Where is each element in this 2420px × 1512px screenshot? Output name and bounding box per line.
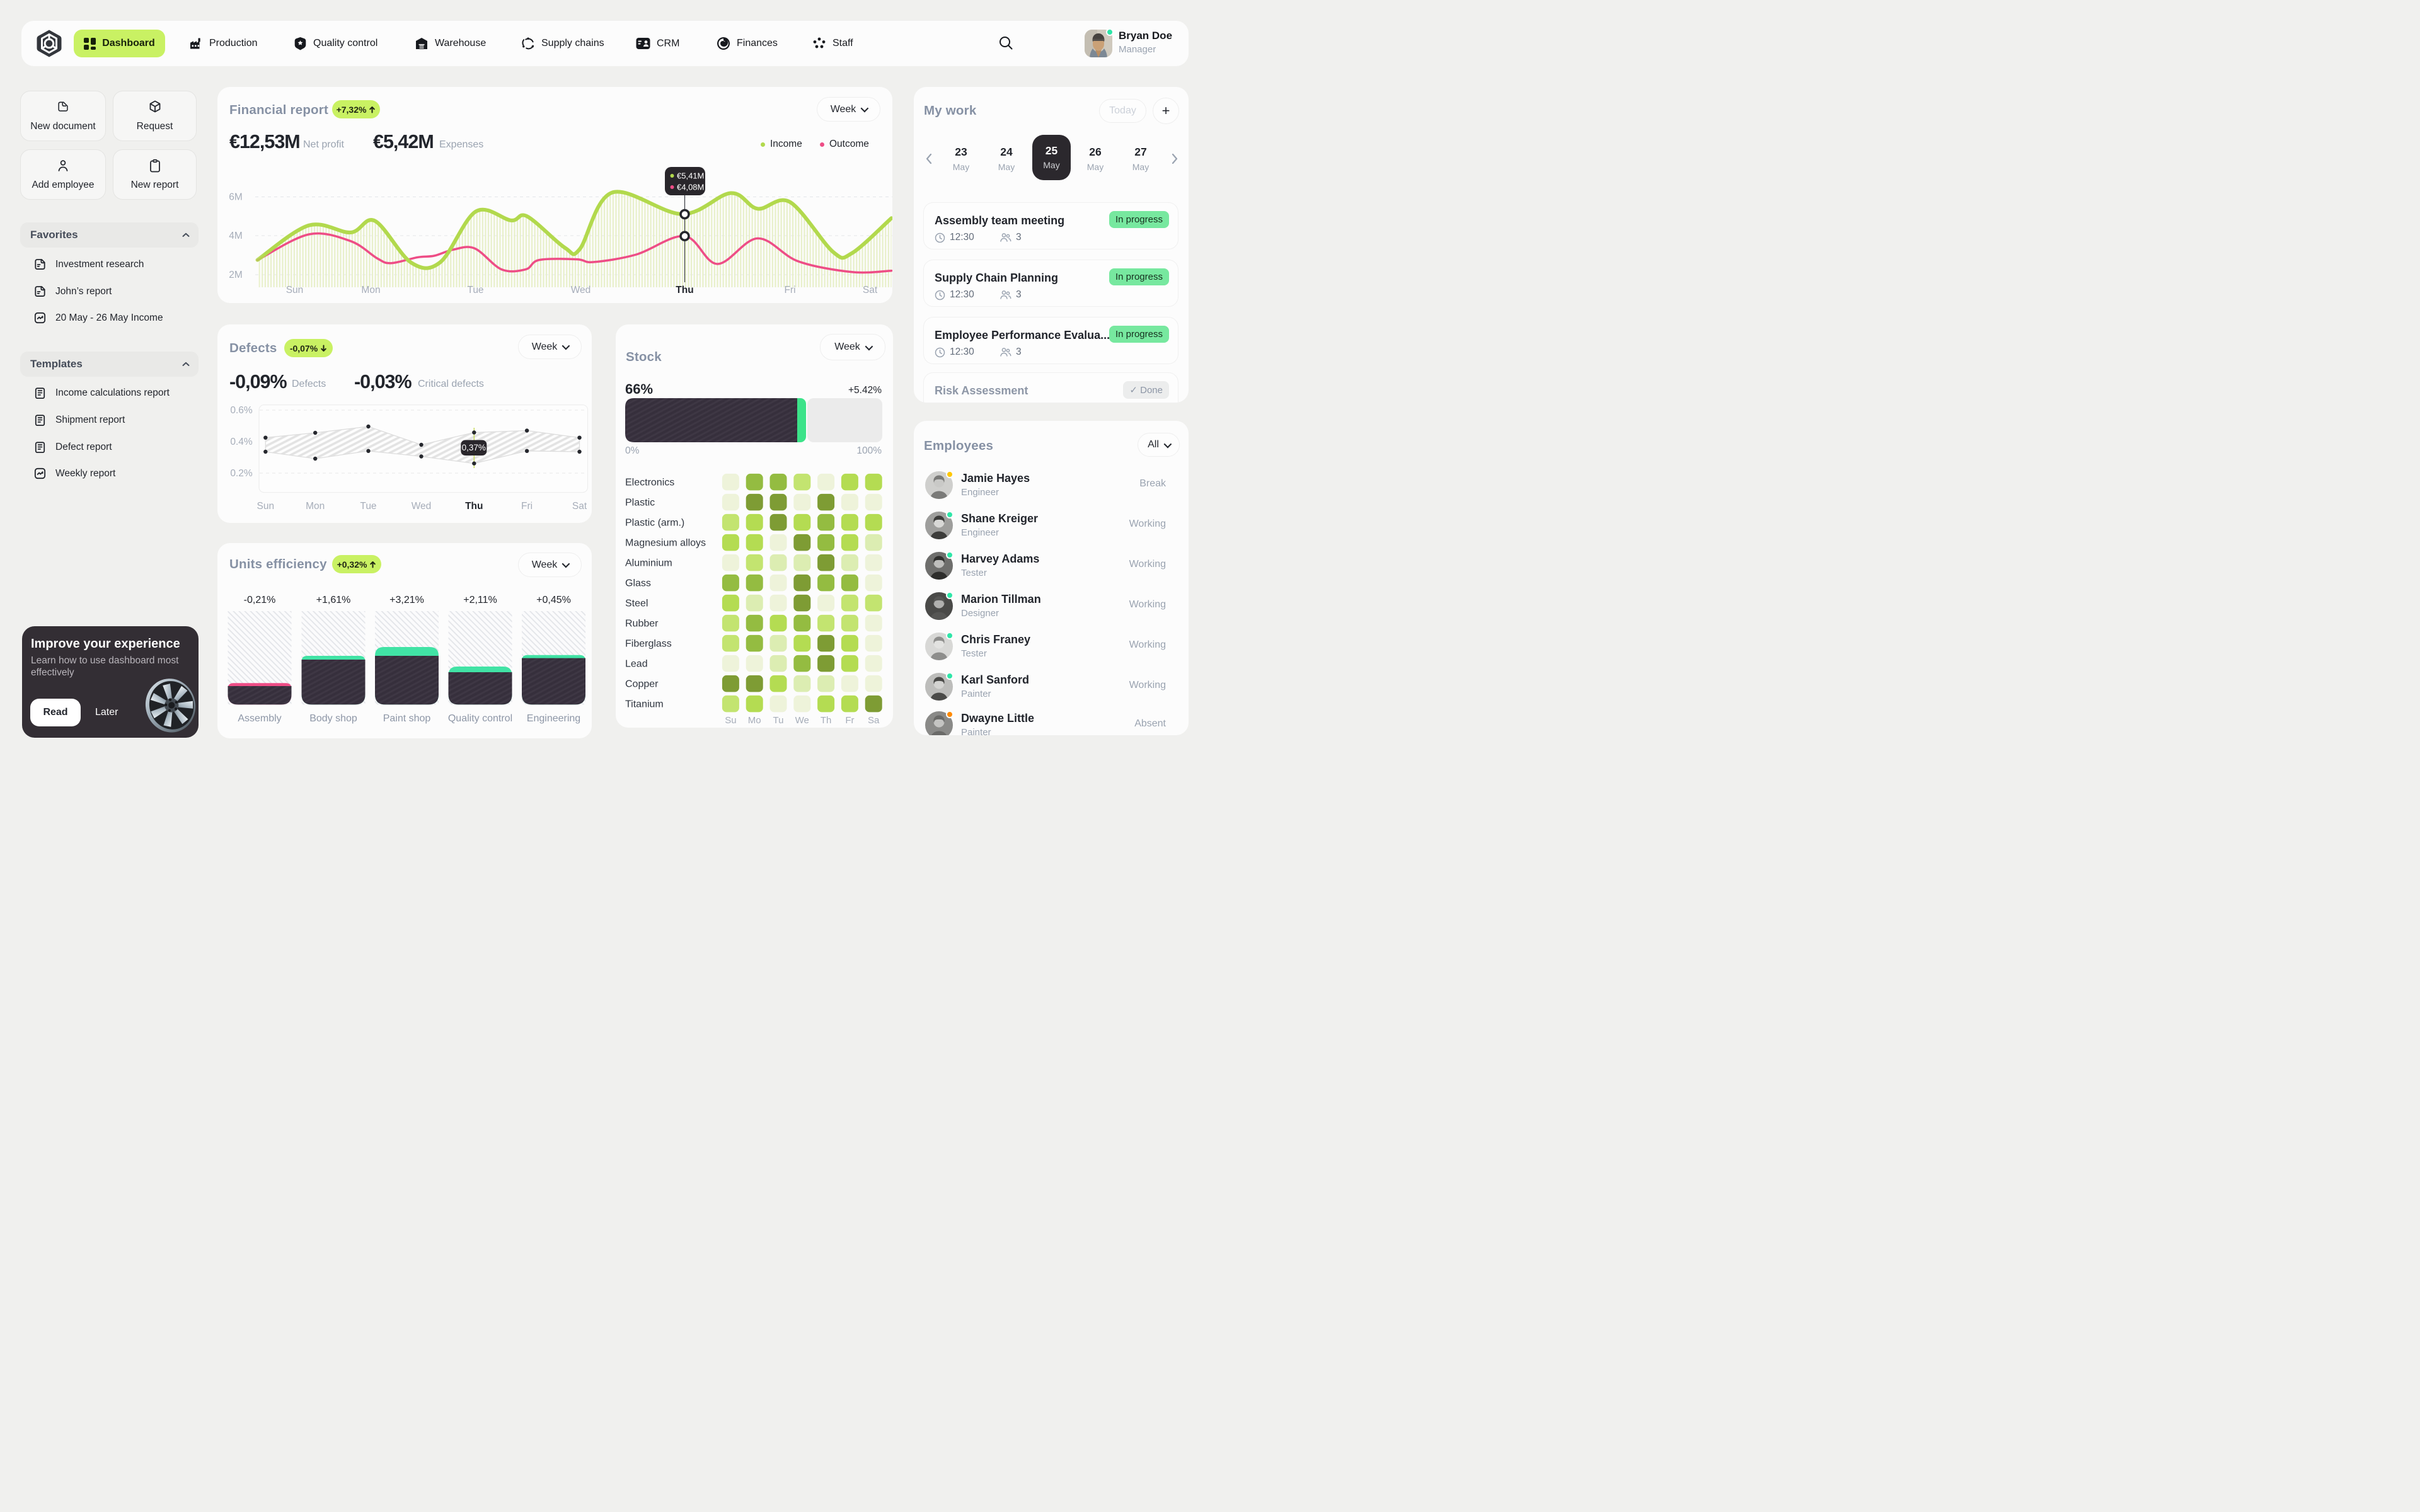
svg-text:Glass: Glass [625,578,651,589]
svg-text:Rubber: Rubber [625,619,659,629]
svg-text:2M: 2M [229,270,243,280]
svg-text:Body shop: Body shop [309,713,357,724]
svg-text:Fri: Fri [521,501,533,512]
svg-text:Fri: Fri [784,285,795,295]
svg-text:Sat: Sat [863,285,878,295]
svg-text:Wed: Wed [571,285,591,295]
svg-text:Thu: Thu [676,285,693,295]
svg-text:Electronics: Electronics [625,478,674,488]
svg-text:Mon: Mon [361,285,380,295]
svg-text:Lead: Lead [625,659,648,670]
svg-text:Mon: Mon [306,501,325,512]
svg-text:Titanium: Titanium [625,699,664,710]
svg-text:Fr: Fr [845,715,854,726]
svg-text:Sun: Sun [257,501,275,512]
svg-text:0.4%: 0.4% [230,437,253,447]
svg-text:Wed: Wed [412,501,432,512]
svg-text:+2,11%: +2,11% [463,595,497,605]
svg-text:Paint shop: Paint shop [383,713,431,724]
svg-text:Thu: Thu [465,501,483,512]
svg-text:+0,45%: +0,45% [536,595,571,605]
svg-text:Engineering: Engineering [527,713,580,724]
svg-text:Fiberglass: Fiberglass [625,639,672,650]
svg-text:Steel: Steel [625,598,648,609]
svg-text:0.2%: 0.2% [230,468,253,479]
svg-text:€4,08M: €4,08M [677,183,704,192]
svg-text:Assembly: Assembly [238,713,281,724]
svg-text:0.6%: 0.6% [230,405,253,416]
svg-text:-0,21%: -0,21% [244,595,276,605]
svg-text:Sa: Sa [868,715,880,726]
svg-text:Sun: Sun [286,285,304,295]
svg-text:Copper: Copper [625,679,659,690]
svg-text:€5,41M: €5,41M [677,171,704,181]
svg-text:6M: 6M [229,192,243,203]
svg-text:0,37%: 0,37% [462,443,486,452]
svg-text:Plastic (arm.): Plastic (arm.) [625,518,684,529]
svg-text:+1,61%: +1,61% [316,595,351,605]
svg-text:+3,21%: +3,21% [389,595,424,605]
svg-text:Magnesium alloys: Magnesium alloys [625,538,706,549]
svg-text:4M: 4M [229,231,243,241]
svg-text:Sat: Sat [572,501,587,512]
svg-text:Su: Su [725,715,736,726]
svg-text:Quality control: Quality control [448,713,512,724]
svg-text:Plastic: Plastic [625,498,655,508]
svg-text:We: We [795,715,809,726]
svg-text:Tue: Tue [467,285,483,295]
svg-text:Th: Th [821,715,832,726]
svg-text:Tue: Tue [360,501,376,512]
svg-text:Tu: Tu [773,715,784,726]
svg-text:Mo: Mo [748,715,761,726]
svg-text:Aluminium: Aluminium [625,558,672,569]
